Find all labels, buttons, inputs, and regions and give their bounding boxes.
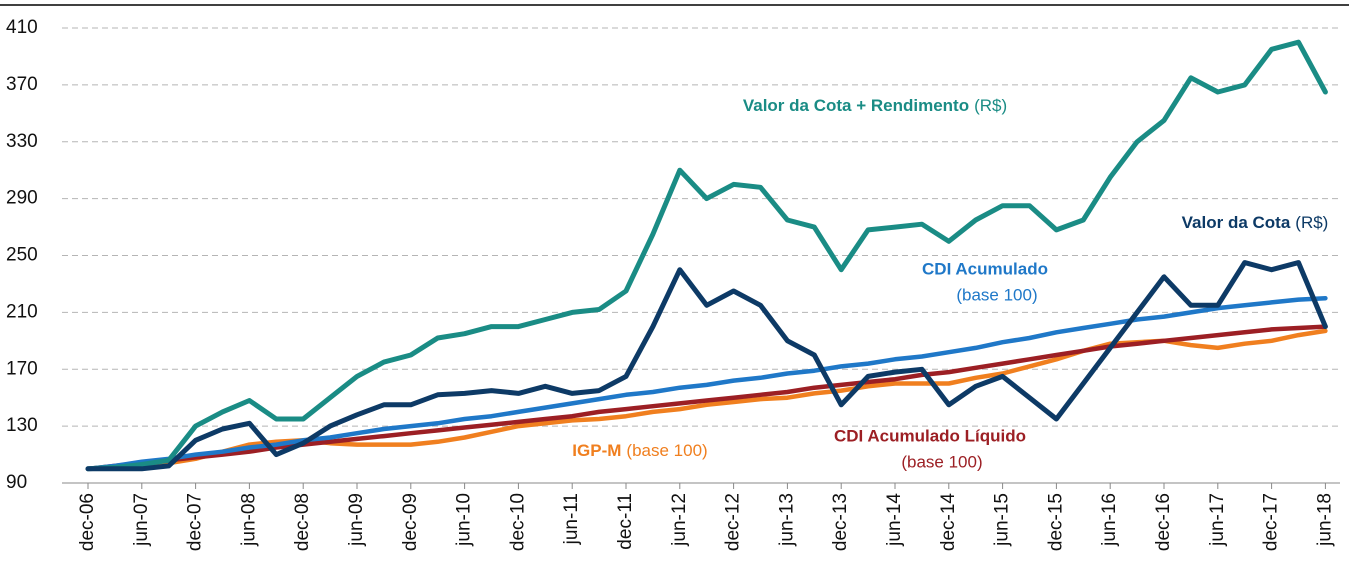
x-tick-label: dec-07 [185, 493, 206, 551]
y-tick-label: 90 [6, 472, 27, 493]
x-tick-label: dec-08 [292, 493, 313, 551]
x-tick-label: dec-12 [723, 493, 744, 551]
series-label: Valor da Cota (R$) [1182, 213, 1329, 232]
series-note: (base 100) [626, 441, 707, 460]
x-tick-label: jun-16 [1099, 493, 1120, 547]
series-note: (R$) [974, 96, 1007, 115]
x-tick-label: jun-18 [1314, 493, 1335, 547]
x-tick-label: jun-08 [238, 493, 259, 547]
y-tick-label: 410 [6, 17, 38, 38]
x-tick-label: dec-15 [1045, 493, 1066, 551]
x-tick-label: jun-17 [1207, 493, 1228, 547]
y-tick-label: 290 [6, 188, 38, 209]
series-line [85, 260, 1328, 472]
y-tick-label: 130 [6, 415, 38, 436]
series-name: Valor da Cota + Rendimento [743, 96, 969, 115]
x-tick-label: jun-10 [454, 493, 475, 547]
x-tick-label: dec-14 [938, 493, 959, 552]
x-tick-label: dec-09 [400, 493, 421, 551]
x-tick-label: dec-16 [1153, 493, 1174, 551]
series-note: (base 100) [956, 285, 1037, 304]
series-name: Valor da Cota [1182, 213, 1291, 232]
x-tick-label: dec-11 [615, 493, 636, 550]
series-label: IGP-M (base 100) [572, 441, 707, 460]
series-name: CDI Acumulado Líquido [834, 426, 1026, 445]
series-name: IGP-M [572, 441, 621, 460]
x-tick-label: jun-13 [776, 493, 797, 547]
y-tick-label: 250 [6, 245, 38, 266]
x-tick-label: jun-09 [346, 493, 367, 547]
x-tick-label: dec-17 [1261, 493, 1282, 551]
series-label: Valor da Cota + Rendimento (R$) [743, 96, 1007, 115]
y-tick-label: 370 [6, 74, 38, 95]
x-tick-label: dec-13 [830, 493, 851, 551]
series-line [85, 295, 1328, 472]
y-tick-label: 210 [6, 301, 38, 322]
series-note: (base 100) [901, 452, 982, 471]
x-tick-label: jun-12 [669, 493, 690, 547]
y-tick-label: 330 [6, 131, 38, 152]
series-name: CDI Acumulado [922, 259, 1048, 278]
x-tick-label: dec-06 [77, 493, 98, 551]
x-tick-label: jun-11 [561, 493, 582, 545]
x-tick-label: jun-14 [884, 493, 905, 547]
x-tick-label: jun-15 [992, 493, 1013, 547]
y-tick-label: 170 [6, 358, 38, 379]
x-tick-label: jun-07 [131, 493, 152, 547]
series-line [85, 39, 1328, 472]
series-note: (R$) [1295, 213, 1328, 232]
x-tick-label: dec-10 [507, 493, 528, 551]
